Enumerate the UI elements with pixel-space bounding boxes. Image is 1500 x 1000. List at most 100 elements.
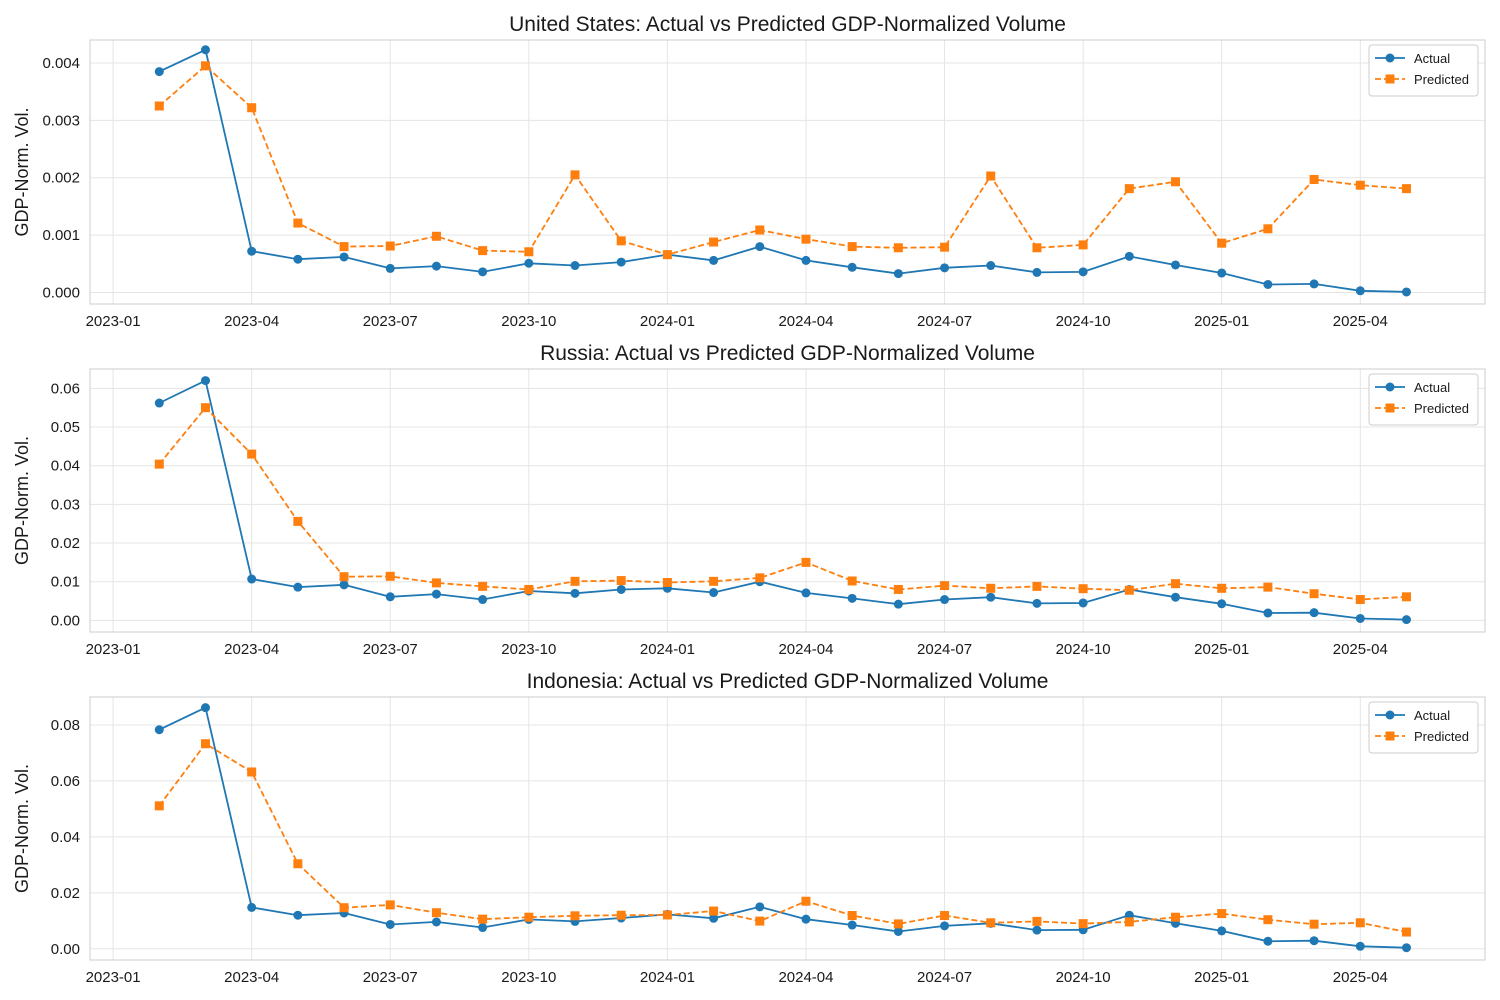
data-point — [247, 103, 257, 113]
x-tick-label: 2025-04 — [1333, 641, 1388, 658]
data-point — [801, 914, 811, 924]
data-point — [200, 376, 210, 386]
chart-panel-1: 2023-01 2023-04 2023-07 2023-10 2024-01 2024-… — [12, 13, 1486, 330]
x-tick-label: 2025-04 — [1333, 313, 1388, 330]
data-point — [1401, 927, 1411, 937]
data-point — [1309, 608, 1319, 618]
data-point — [385, 919, 395, 929]
data-point — [1263, 608, 1273, 618]
data-point — [431, 261, 441, 271]
data-point — [200, 403, 210, 413]
data-point — [478, 267, 488, 277]
data-point — [893, 269, 903, 279]
y-tick-label: 0.04 — [51, 458, 80, 475]
data-point — [478, 923, 488, 933]
data-point — [616, 910, 626, 920]
data-point — [570, 576, 580, 586]
data-point — [478, 581, 488, 591]
legend: Actual Predicted — [1368, 44, 1479, 97]
data-point — [431, 908, 441, 918]
legend-label: Actual — [1414, 708, 1450, 723]
data-point — [1309, 936, 1319, 946]
y-tick-label: 0.03 — [51, 496, 80, 513]
y-axis-label: GDP-Norm. Vol. — [12, 107, 32, 236]
x-tick-label: 2024-10 — [1056, 313, 1111, 330]
data-point — [570, 170, 580, 180]
data-point — [339, 242, 349, 252]
data-point — [385, 571, 395, 581]
x-tick-label: 2023-07 — [363, 969, 418, 986]
data-point — [986, 918, 996, 928]
x-tick-label: 2024-07 — [917, 313, 972, 330]
data-point — [1171, 579, 1181, 589]
data-point — [524, 258, 534, 268]
data-point — [1355, 286, 1365, 296]
y-tick-label: 0.004 — [42, 55, 80, 72]
data-point — [986, 583, 996, 593]
legend-marker — [1385, 382, 1395, 392]
x-tick-label: 2024-04 — [778, 641, 833, 658]
data-point — [709, 588, 719, 598]
data-point — [847, 911, 857, 921]
y-axis-label: GDP-Norm. Vol. — [12, 436, 32, 565]
data-point — [293, 218, 303, 228]
data-point — [478, 595, 488, 605]
x-tick-label: 2023-04 — [224, 641, 279, 658]
data-point — [893, 243, 903, 253]
plot-area — [90, 369, 1485, 632]
data-point — [1401, 287, 1411, 297]
x-tick-label: 2024-07 — [917, 969, 972, 986]
data-point — [940, 921, 950, 931]
data-point — [154, 801, 164, 811]
x-tick-label: 2024-01 — [640, 641, 695, 658]
legend-label: Predicted — [1414, 729, 1469, 744]
data-point — [247, 449, 257, 459]
chart-title: United States: Actual vs Predicted GDP-N… — [509, 13, 1066, 36]
y-tick-label: 0.02 — [51, 885, 80, 902]
y-tick-label: 0.003 — [42, 112, 80, 129]
data-point — [1355, 941, 1365, 951]
data-point — [662, 577, 672, 587]
series-line — [158, 48, 1407, 293]
y-tick-label: 0.000 — [42, 285, 80, 302]
data-point — [431, 917, 441, 927]
data-point — [986, 592, 996, 602]
data-point — [1217, 583, 1227, 593]
data-point — [200, 703, 210, 713]
data-point — [986, 171, 996, 181]
data-point — [847, 920, 857, 930]
data-point — [847, 576, 857, 586]
data-point — [293, 254, 303, 264]
data-point — [431, 578, 441, 588]
y-tick-label: 0.01 — [51, 574, 80, 591]
data-point — [247, 574, 257, 584]
plot-frame — [89, 39, 1486, 305]
plot-frame — [89, 696, 1486, 961]
data-point — [570, 911, 580, 921]
data-point — [154, 101, 164, 111]
data-point — [524, 247, 534, 257]
data-point — [940, 581, 950, 591]
data-point — [293, 859, 303, 869]
data-point — [431, 589, 441, 599]
data-point — [293, 582, 303, 592]
legend-marker — [1385, 403, 1395, 413]
data-point — [755, 902, 765, 912]
x-tick-label: 2023-04 — [224, 313, 279, 330]
x-tick-label: 2023-10 — [501, 641, 556, 658]
chart-title: Indonesia: Actual vs Predicted GDP-Norma… — [527, 670, 1049, 693]
data-point — [339, 903, 349, 913]
x-tick-label: 2024-07 — [917, 641, 972, 658]
data-point — [709, 906, 719, 916]
data-point — [478, 914, 488, 924]
series-line — [158, 406, 1407, 601]
x-tick-label: 2023-01 — [86, 969, 141, 986]
data-point — [385, 241, 395, 251]
data-point — [940, 242, 950, 252]
data-point — [1309, 174, 1319, 184]
data-point — [986, 261, 996, 271]
data-point — [339, 580, 349, 590]
series-predicted — [154, 61, 1411, 260]
data-point — [1171, 912, 1181, 922]
data-point — [1401, 184, 1411, 194]
